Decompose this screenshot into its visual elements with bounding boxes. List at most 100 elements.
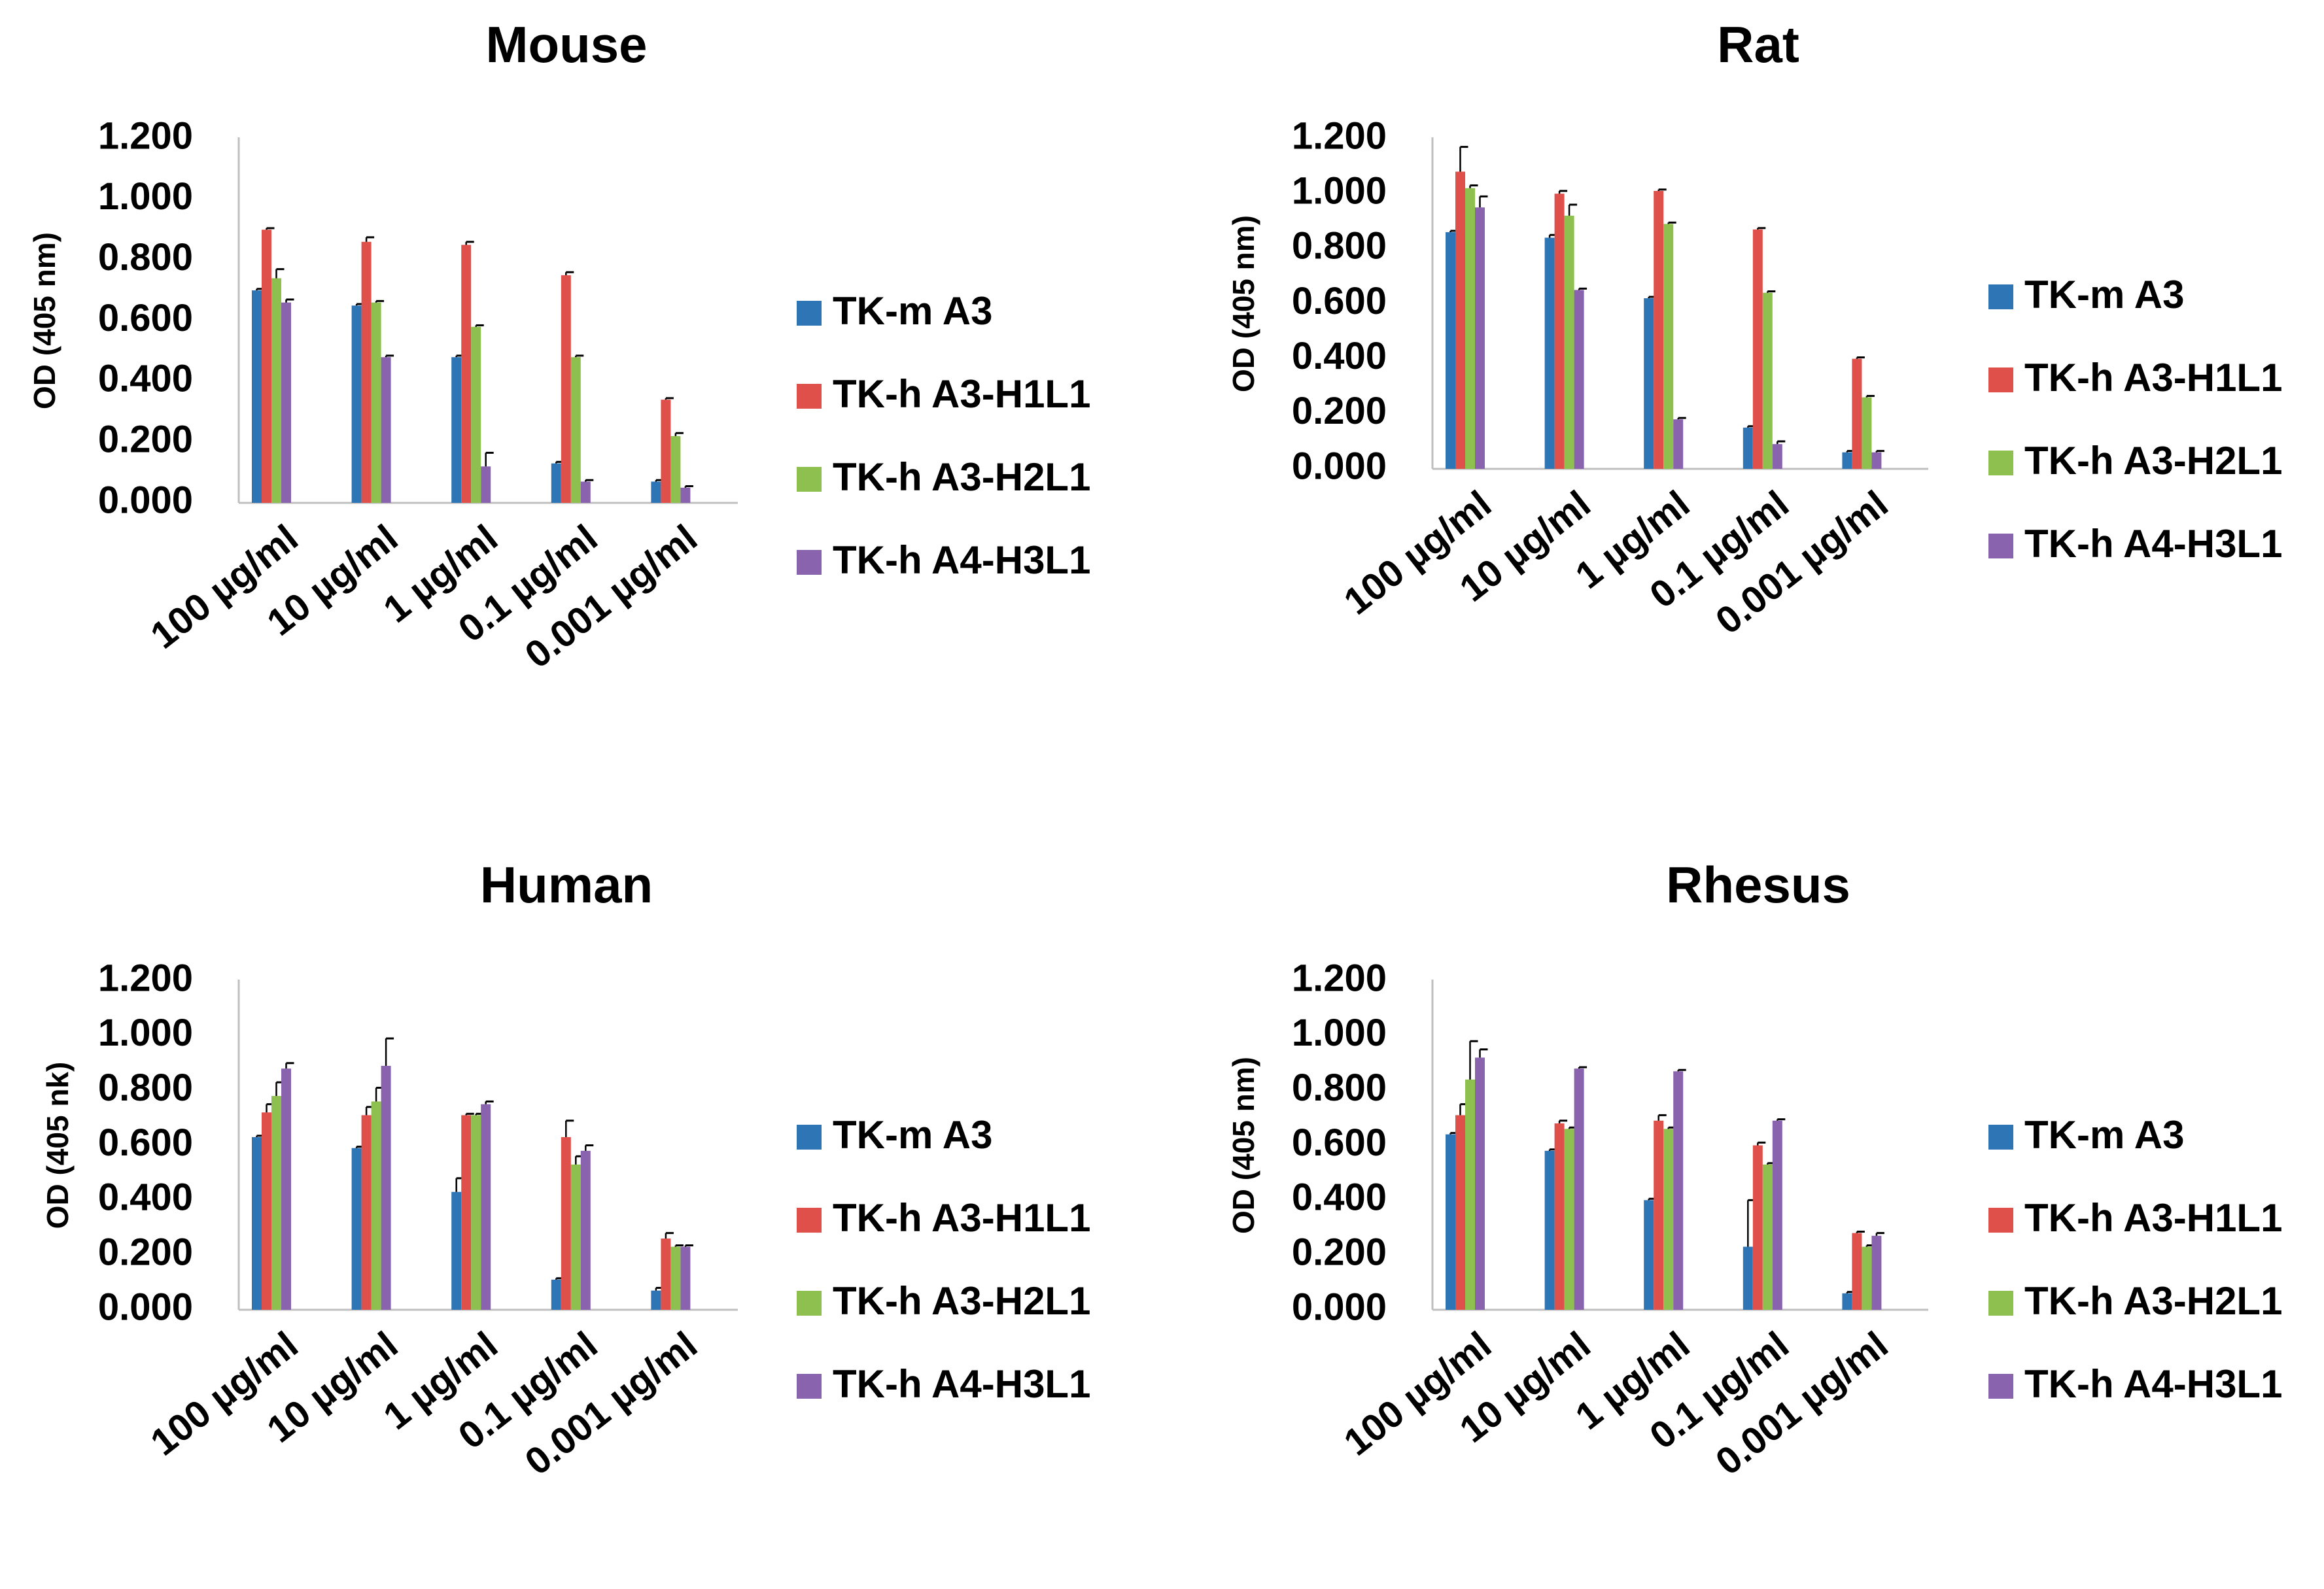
rat-bar-tk-h-a4-h3l1-1: [1574, 290, 1584, 469]
mouse-legend-label: TK-h A4-H3L1: [833, 538, 1090, 582]
rat-bar-tk-h-a3-h2l1-3: [1762, 292, 1773, 469]
rhesus-bar-tk-m-a3-1: [1544, 1150, 1555, 1310]
rhesus-bar-tk-h-a3-h2l1-0: [1465, 1079, 1475, 1310]
human-bar-tk-h-a3-h1l1-1: [361, 1115, 372, 1310]
human-bar-tk-h-a3-h1l1-2: [461, 1115, 472, 1310]
rat-y-tick-label: 1.000: [1292, 169, 1387, 212]
rat-y-tick-label: 0.400: [1292, 335, 1387, 377]
rhesus-bar-tk-h-a4-h3l1-1: [1574, 1068, 1584, 1310]
human-bar-tk-h-a3-h2l1-3: [570, 1164, 581, 1310]
human-y-tick-label: 0.000: [98, 1286, 193, 1328]
human-legend-swatch: [797, 1208, 822, 1233]
rhesus-bar-tk-h-a4-h3l1-0: [1475, 1057, 1485, 1310]
human-bar-tk-h-a4-h3l1-1: [381, 1065, 391, 1310]
rat-legend-label: TK-h A3-H2L1: [2024, 439, 2282, 483]
human-y-tick-label: 0.400: [98, 1176, 193, 1219]
rhesus-bar-tk-m-a3-0: [1446, 1134, 1455, 1310]
human-legend-label: TK-m A3: [833, 1113, 992, 1157]
human-y-tick-label: 0.200: [98, 1231, 193, 1273]
mouse-y-tick-label: 0.600: [98, 297, 193, 339]
rat-bar-tk-h-a3-h2l1-4: [1862, 397, 1872, 469]
mouse-y-tick-label: 0.400: [98, 358, 193, 400]
rat-legend-label: TK-h A3-H1L1: [2024, 356, 2282, 400]
mouse-bar-tk-h-a3-h1l1-4: [661, 400, 671, 503]
rhesus-chart-title: Rhesus: [1666, 856, 1850, 914]
mouse-bar-tk-h-a4-h3l1-4: [680, 487, 691, 503]
rhesus-bar-tk-m-a3-2: [1644, 1200, 1654, 1310]
mouse-legend-label: TK-h A3-H1L1: [833, 372, 1090, 416]
mouse-y-tick-label: 0.200: [98, 418, 193, 460]
human-y-tick-label: 1.000: [98, 1012, 193, 1054]
rat-y-tick-label: 0.000: [1292, 445, 1387, 487]
human-bar-tk-m-a3-0: [252, 1136, 262, 1310]
rhesus-bar-tk-h-a4-h3l1-3: [1772, 1120, 1782, 1310]
mouse-bar-tk-h-a3-h2l1-1: [371, 302, 381, 503]
rhesus-bar-tk-h-a3-h1l1-0: [1455, 1115, 1465, 1310]
rat-y-tick-label: 0.800: [1292, 225, 1387, 267]
mouse-y-tick-label: 1.200: [98, 114, 193, 157]
mouse-legend-swatch: [797, 384, 822, 409]
rat-bar-tk-h-a3-h1l1-0: [1455, 171, 1465, 469]
rat-bar-tk-h-a4-h3l1-3: [1772, 444, 1782, 469]
human-y-tick-label: 0.800: [98, 1067, 193, 1109]
mouse-bar-tk-h-a3-h2l1-3: [570, 357, 581, 503]
rhesus-bar-tk-h-a3-h1l1-4: [1852, 1233, 1862, 1310]
mouse-bar-tk-m-a3-2: [451, 357, 462, 503]
rhesus-legend-swatch: [1988, 1208, 2013, 1233]
rat-bar-tk-h-a4-h3l1-0: [1475, 207, 1485, 469]
rat-legend-swatch: [1988, 367, 2013, 392]
mouse-bar-tk-h-a4-h3l1-2: [481, 466, 491, 503]
rat-y-tick-label: 0.600: [1292, 280, 1387, 322]
mouse-legend-swatch: [797, 467, 822, 492]
rhesus-y-tick-label: 0.600: [1292, 1121, 1387, 1164]
mouse-y-tick-label: 1.000: [98, 175, 193, 218]
mouse-bar-tk-h-a3-h1l1-3: [561, 275, 571, 503]
rhesus-legend-label: TK-m A3: [2024, 1113, 2184, 1157]
rhesus-bar-tk-h-a3-h2l1-1: [1564, 1129, 1574, 1310]
rat-legend-swatch: [1988, 534, 2013, 558]
mouse-legend-label: TK-m A3: [833, 289, 992, 333]
human-bar-tk-h-a4-h3l1-3: [580, 1150, 591, 1310]
rhesus-y-tick-label: 1.200: [1292, 957, 1387, 999]
human-legend-label: TK-h A3-H1L1: [833, 1196, 1090, 1240]
rat-legend-label: TK-h A4-H3L1: [2024, 522, 2282, 566]
rhesus-legend-label: TK-h A4-H3L1: [2024, 1362, 2282, 1406]
rat-bar-tk-m-a3-4: [1842, 452, 1852, 469]
rhesus-bar-tk-h-a3-h2l1-4: [1862, 1246, 1872, 1310]
mouse-bar-tk-h-a4-h3l1-1: [381, 357, 391, 503]
rat-y-tick-label: 1.200: [1292, 114, 1387, 157]
human-bar-tk-h-a3-h1l1-3: [561, 1136, 571, 1310]
human-legend-swatch: [797, 1291, 822, 1316]
rat-legend-label: TK-m A3: [2024, 273, 2184, 316]
human-chart-title: Human: [480, 856, 653, 914]
human-bar-tk-h-a4-h3l1-4: [680, 1246, 691, 1310]
rhesus-bar-tk-h-a3-h2l1-2: [1663, 1129, 1674, 1310]
rat-bar-tk-h-a3-h1l1-2: [1654, 190, 1664, 469]
rhesus-y-tick-label: 0.000: [1292, 1286, 1387, 1328]
rhesus-y-axis-label: OD (405 nm): [1226, 1057, 1260, 1234]
human-bar-tk-m-a3-4: [651, 1290, 661, 1310]
rat-bar-tk-h-a3-h2l1-0: [1465, 188, 1475, 469]
human-legend-label: TK-h A4-H3L1: [833, 1362, 1090, 1406]
human-bar-tk-h-a4-h3l1-0: [281, 1068, 291, 1310]
human-y-tick-label: 0.600: [98, 1121, 193, 1164]
human-bar-tk-h-a3-h1l1-0: [262, 1112, 271, 1310]
mouse-bar-tk-h-a3-h1l1-1: [361, 241, 372, 503]
mouse-bar-tk-m-a3-4: [651, 481, 661, 503]
mouse-y-axis-label: OD (405 nm): [27, 232, 61, 409]
mouse-chart-title: Mouse: [485, 16, 647, 73]
rat-bar-tk-h-a3-h1l1-1: [1554, 194, 1565, 469]
human-legend-swatch: [797, 1374, 822, 1399]
human-legend-label: TK-h A3-H2L1: [833, 1279, 1090, 1323]
rat-y-axis-label: OD (405 nm): [1226, 215, 1260, 392]
rat-bar-tk-h-a3-h1l1-4: [1852, 358, 1862, 469]
mouse-y-tick-label: 0.000: [98, 479, 193, 521]
mouse-bar-tk-m-a3-1: [351, 305, 362, 503]
mouse-bar-tk-h-a3-h2l1-2: [471, 326, 481, 503]
human-bar-tk-m-a3-3: [551, 1279, 561, 1310]
mouse-legend-swatch: [797, 550, 822, 575]
rhesus-bar-tk-m-a3-4: [1842, 1293, 1852, 1310]
rhesus-y-tick-label: 0.400: [1292, 1176, 1387, 1219]
